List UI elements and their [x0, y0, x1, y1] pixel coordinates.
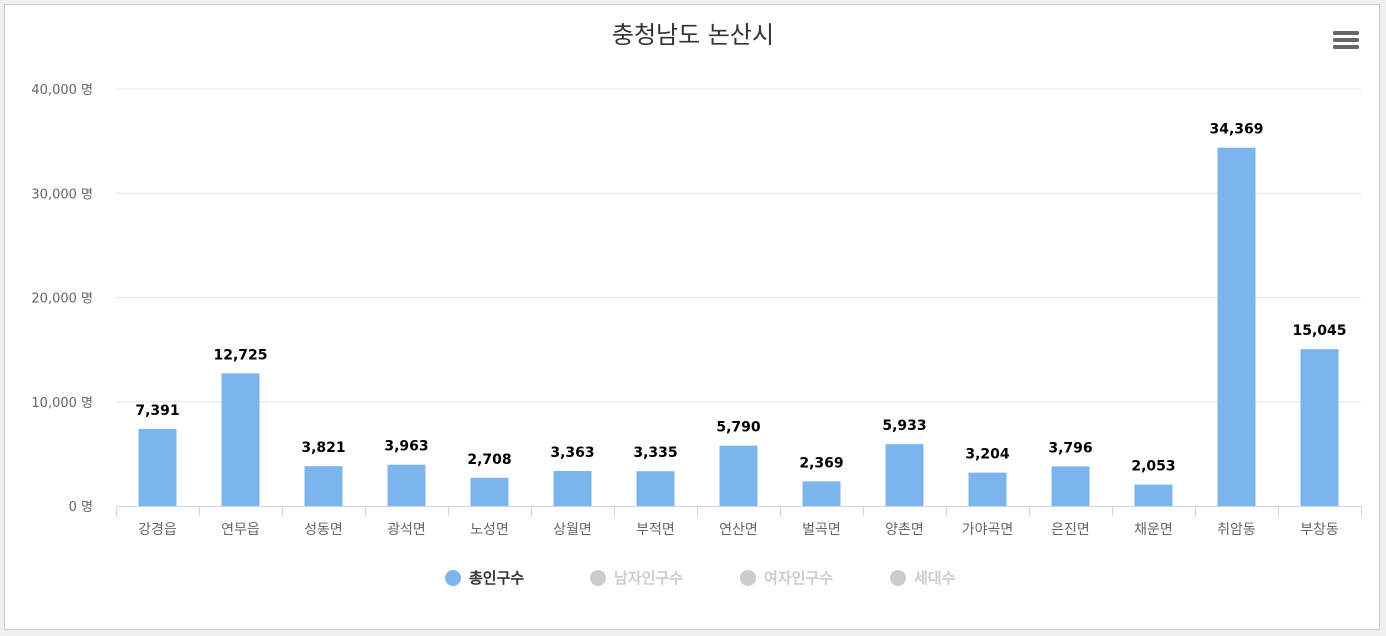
legend-label: 세대수 — [914, 569, 956, 587]
bar[interactable] — [138, 428, 177, 506]
bar[interactable] — [885, 444, 924, 506]
y-axis-tick-labels: 0 명 10,000 명 20,000 명 30,000 명 40,000 명 — [31, 83, 93, 515]
bar[interactable] — [968, 472, 1007, 506]
bar[interactable] — [304, 466, 343, 506]
bar-chart: 0 명 10,000 명 20,000 명 30,000 명 40,000 명 7,39… — [31, 21, 1362, 587]
legend-item[interactable]: 총인구수 — [445, 569, 524, 587]
bar[interactable] — [802, 481, 841, 506]
x-tick-label: 부창동 — [1300, 522, 1339, 538]
legend-label: 총인구수 — [469, 569, 524, 587]
x-tick-label: 상월면 — [553, 522, 592, 538]
legend-item[interactable]: 남자인구수 — [590, 569, 683, 587]
data-label: 34,369 — [1209, 122, 1263, 138]
data-label: 7,391 — [135, 403, 179, 419]
data-label: 15,045 — [1292, 323, 1346, 339]
grid-lines — [116, 88, 1361, 403]
y-tick-label: 10,000 명 — [31, 396, 93, 411]
x-tick-label: 양촌면 — [885, 522, 924, 538]
chart-container: 0 명 10,000 명 20,000 명 30,000 명 40,000 명 7,39… — [4, 4, 1380, 630]
y-tick-label: 30,000 명 — [31, 187, 93, 202]
legend-label: 여자인구수 — [764, 569, 833, 587]
data-label: 5,790 — [716, 420, 761, 436]
x-axis — [116, 506, 1362, 516]
legend-label: 남자인구수 — [614, 569, 683, 587]
legend-item[interactable]: 세대수 — [890, 569, 956, 587]
bar[interactable] — [1051, 466, 1090, 506]
bar[interactable] — [636, 471, 675, 506]
x-tick-label: 은진면 — [1051, 522, 1090, 538]
x-tick-label: 광석면 — [387, 522, 426, 538]
legend-marker — [445, 570, 461, 586]
data-labels: 7,391 12,725 3,821 3,963 2,708 3,363 3,335 5,79… — [135, 122, 1346, 475]
data-label: 3,363 — [550, 445, 594, 461]
data-label: 3,335 — [633, 445, 677, 461]
data-label: 3,963 — [384, 439, 428, 455]
data-label: 2,369 — [799, 455, 843, 471]
data-label: 12,725 — [213, 347, 267, 363]
bar[interactable] — [1217, 147, 1256, 506]
x-tick-label: 취암동 — [1217, 522, 1256, 538]
x-tick-label: 노성면 — [470, 522, 509, 538]
data-label: 3,821 — [301, 440, 345, 456]
x-tick-label: 가야곡면 — [962, 522, 1014, 538]
bar[interactable] — [719, 445, 758, 506]
legend-marker — [740, 570, 756, 586]
legend-marker — [890, 570, 906, 586]
y-tick-label: 20,000 명 — [31, 292, 93, 307]
x-tick-label: 벌곡면 — [802, 522, 841, 538]
legend-item[interactable]: 여자인구수 — [740, 569, 833, 587]
legend-marker — [590, 570, 606, 586]
chart-title: 충청남도 논산시 — [612, 21, 774, 49]
x-tick-label: 성동면 — [304, 522, 343, 538]
x-tick-label: 연무읍 — [221, 522, 260, 538]
x-tick-label: 연산면 — [719, 522, 758, 538]
bar[interactable] — [553, 470, 592, 506]
bar[interactable] — [387, 464, 426, 506]
bar[interactable] — [221, 373, 260, 506]
data-label: 3,796 — [1048, 440, 1092, 456]
legend: 총인구수 남자인구수 여자인구수 세대수 — [445, 569, 956, 587]
data-label: 3,204 — [965, 447, 1010, 463]
x-tick-label: 채운면 — [1134, 522, 1173, 538]
x-axis-tick-labels: 강경읍 연무읍 성동면 광석면 노성면 상월면 부적면 연산면 벌곡면 양촌면 가야곡면 은진면 채운면… — [138, 522, 1339, 538]
y-tick-label: 0 명 — [69, 500, 93, 515]
bar[interactable] — [470, 477, 509, 506]
data-label: 2,708 — [467, 452, 511, 468]
data-label: 5,933 — [882, 418, 926, 434]
hamburger-menu-icon[interactable] — [1331, 29, 1359, 51]
x-tick-label: 부적면 — [636, 522, 675, 538]
bars — [138, 147, 1339, 506]
x-tick-label: 강경읍 — [138, 522, 177, 538]
bar[interactable] — [1134, 484, 1173, 506]
y-tick-label: 40,000 명 — [31, 83, 93, 98]
bar[interactable] — [1300, 349, 1339, 506]
data-label: 2,053 — [1131, 459, 1175, 475]
